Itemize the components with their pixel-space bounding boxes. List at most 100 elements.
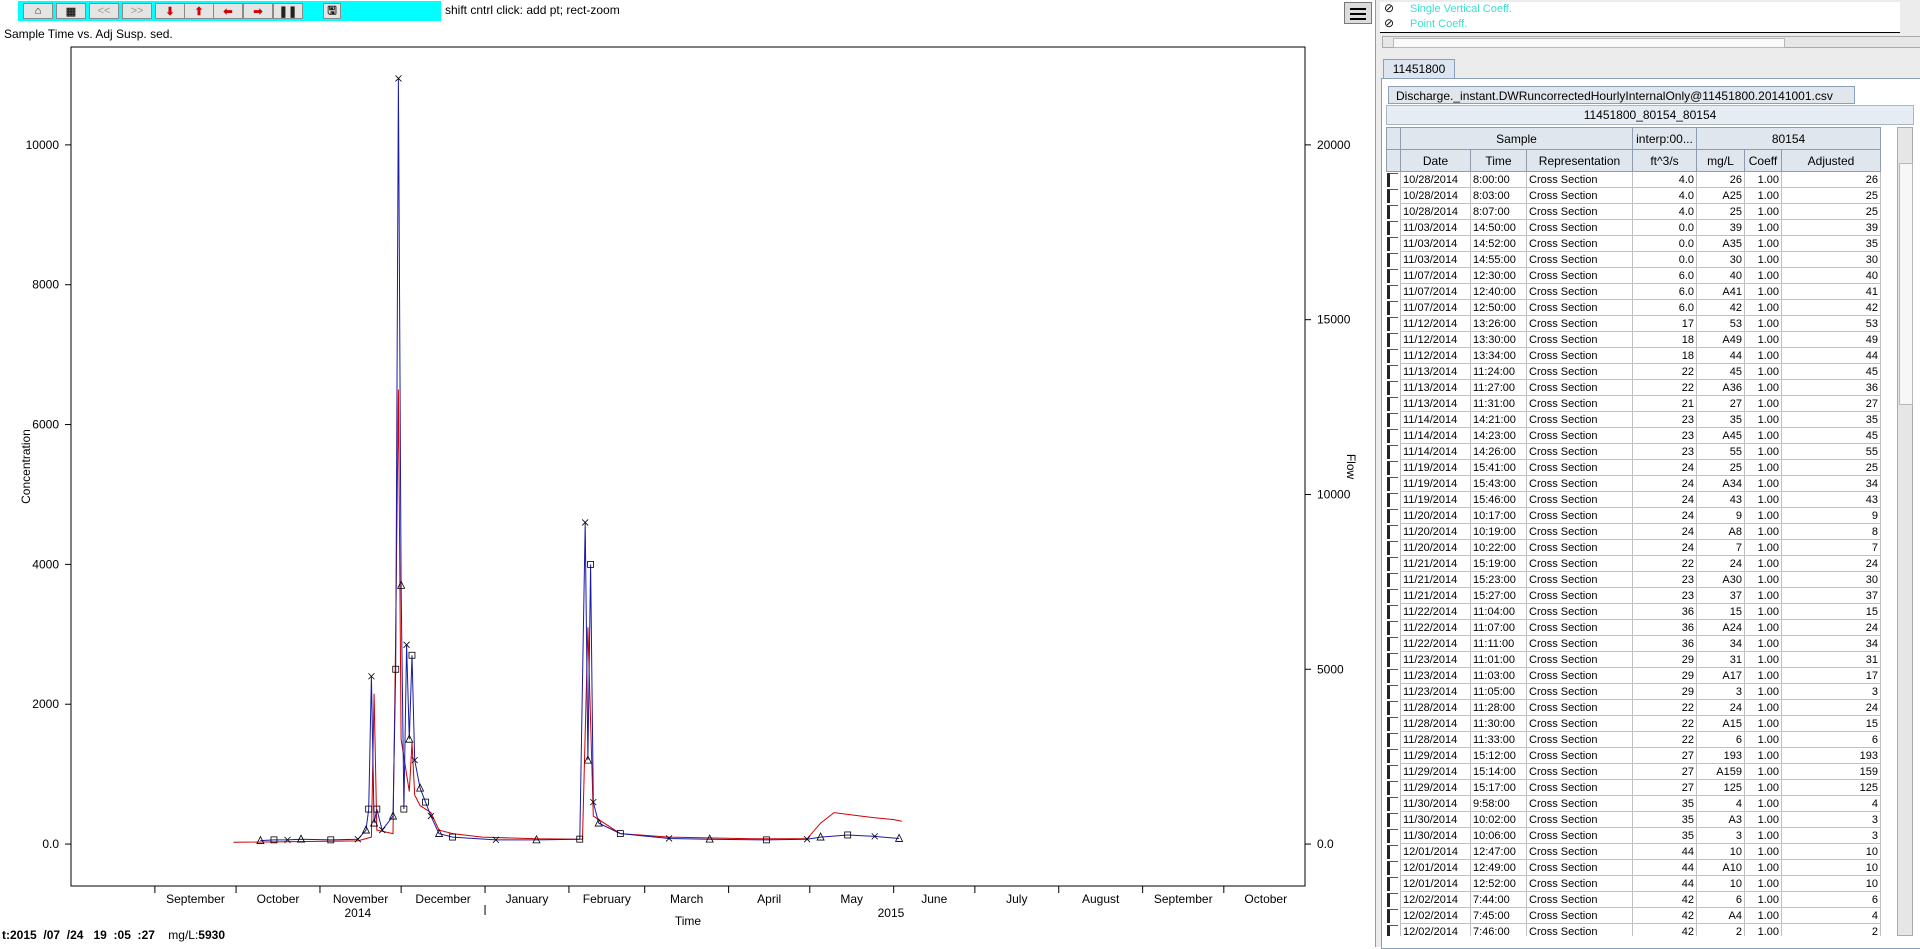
- cell-adjusted[interactable]: 15: [1781, 603, 1881, 620]
- cell-time[interactable]: 11:07:00: [1470, 619, 1527, 636]
- cell-flow[interactable]: 27: [1632, 747, 1697, 764]
- cell-representation[interactable]: Cross Section: [1526, 219, 1633, 236]
- cell-mgl[interactable]: A17: [1696, 667, 1745, 684]
- cell-date[interactable]: 11/13/2014: [1400, 363, 1471, 380]
- cell-date[interactable]: 11/19/2014: [1400, 491, 1471, 508]
- row-header[interactable]: [1386, 555, 1401, 572]
- cell-time[interactable]: 12:49:00: [1470, 859, 1527, 876]
- cell-time[interactable]: 8:03:00: [1470, 187, 1527, 204]
- cell-time[interactable]: 11:04:00: [1470, 603, 1527, 620]
- cell-adjusted[interactable]: 24: [1781, 619, 1881, 636]
- cell-mgl[interactable]: 55: [1696, 443, 1745, 460]
- cell-mgl[interactable]: 6: [1696, 891, 1745, 908]
- cell-time[interactable]: 15:43:00: [1470, 475, 1527, 492]
- tab-data-file[interactable]: Discharge._instant.DWRuncorrectedHourlyI…: [1388, 86, 1855, 104]
- row-header[interactable]: [1386, 331, 1401, 348]
- cell-time[interactable]: 13:30:00: [1470, 331, 1527, 348]
- row-header[interactable]: [1386, 731, 1401, 748]
- table-row[interactable]: 12/02/2014 7:44:00 Cross Section 42 6 1.00 6: [1386, 891, 1881, 908]
- row-header[interactable]: [1386, 907, 1401, 924]
- cell-flow[interactable]: 4.0: [1632, 171, 1697, 188]
- cell-flow[interactable]: 21: [1632, 395, 1697, 412]
- cell-representation[interactable]: Cross Section: [1526, 251, 1633, 268]
- cell-coeff[interactable]: 1.00: [1744, 171, 1782, 188]
- cell-time[interactable]: 11:03:00: [1470, 667, 1527, 684]
- cell-time[interactable]: 10:19:00: [1470, 523, 1527, 540]
- cell-time[interactable]: 11:33:00: [1470, 731, 1527, 748]
- cell-flow[interactable]: 6.0: [1632, 283, 1697, 300]
- cell-date[interactable]: 11/14/2014: [1400, 411, 1471, 428]
- col-header-date[interactable]: Date: [1400, 149, 1471, 172]
- cell-time[interactable]: 12:30:00: [1470, 267, 1527, 284]
- cell-flow[interactable]: 29: [1632, 651, 1697, 668]
- cell-mgl[interactable]: 10: [1696, 843, 1745, 860]
- cell-date[interactable]: 12/02/2014: [1400, 891, 1471, 908]
- row-header[interactable]: [1386, 507, 1401, 524]
- table-row[interactable]: 11/23/2014 11:03:00 Cross Section 29 A17 1.00…: [1386, 667, 1881, 684]
- cell-time[interactable]: 13:34:00: [1470, 347, 1527, 364]
- cell-representation[interactable]: Cross Section: [1526, 843, 1633, 860]
- row-header[interactable]: [1386, 763, 1401, 780]
- cell-coeff[interactable]: 1.00: [1744, 427, 1782, 444]
- vertical-scrollbar[interactable]: [1897, 127, 1913, 936]
- cell-representation[interactable]: Cross Section: [1526, 283, 1633, 300]
- cell-representation[interactable]: Cross Section: [1526, 875, 1633, 892]
- cell-representation[interactable]: Cross Section: [1526, 395, 1633, 412]
- table-row[interactable]: 11/07/2014 12:40:00 Cross Section 6.0 A41 1.0…: [1386, 283, 1881, 300]
- cell-coeff[interactable]: 1.00: [1744, 507, 1782, 524]
- cell-coeff[interactable]: 1.00: [1744, 923, 1782, 936]
- cell-flow[interactable]: 17: [1632, 315, 1697, 332]
- table-row[interactable]: 11/30/2014 10:02:00 Cross Section 35 A3 1.00 3: [1386, 811, 1881, 828]
- cell-date[interactable]: 11/21/2014: [1400, 555, 1471, 572]
- cell-date[interactable]: 11/07/2014: [1400, 267, 1471, 284]
- table-row[interactable]: 11/14/2014 14:21:00 Cross Section 23 35 1.00 3…: [1386, 411, 1881, 428]
- cell-adjusted[interactable]: 55: [1781, 443, 1881, 460]
- cell-coeff[interactable]: 1.00: [1744, 187, 1782, 204]
- cell-mgl[interactable]: 35: [1696, 411, 1745, 428]
- cell-adjusted[interactable]: 15: [1781, 715, 1881, 732]
- row-header[interactable]: [1386, 811, 1401, 828]
- cell-time[interactable]: 15:23:00: [1470, 571, 1527, 588]
- table-row[interactable]: 11/20/2014 10:17:00 Cross Section 24 9 1.00 9: [1386, 507, 1881, 524]
- cell-coeff[interactable]: 1.00: [1744, 875, 1782, 892]
- cell-mgl[interactable]: A36: [1696, 379, 1745, 396]
- cell-mgl[interactable]: 26: [1696, 171, 1745, 188]
- row-header[interactable]: [1386, 203, 1401, 220]
- cell-adjusted[interactable]: 17: [1781, 667, 1881, 684]
- cell-representation[interactable]: Cross Section: [1526, 235, 1633, 252]
- cell-coeff[interactable]: 1.00: [1744, 635, 1782, 652]
- time-series-plot[interactable]: 0.0 2000 4000 6000 8000 10000 0.0 5000 10000 1500…: [0, 40, 1370, 926]
- col-header-flow[interactable]: ft^3/s: [1632, 149, 1697, 172]
- row-header[interactable]: [1386, 395, 1401, 412]
- cell-representation[interactable]: Cross Section: [1526, 827, 1633, 844]
- cell-mgl[interactable]: 42: [1696, 299, 1745, 316]
- table-row[interactable]: 11/22/2014 11:07:00 Cross Section 36 A24 1.00…: [1386, 619, 1881, 636]
- cell-date[interactable]: 10/28/2014: [1400, 187, 1471, 204]
- cell-coeff[interactable]: 1.00: [1744, 731, 1782, 748]
- cell-flow[interactable]: 24: [1632, 539, 1697, 556]
- cell-mgl[interactable]: 2: [1696, 923, 1745, 936]
- cell-representation[interactable]: Cross Section: [1526, 363, 1633, 380]
- cell-coeff[interactable]: 1.00: [1744, 203, 1782, 220]
- row-header[interactable]: [1386, 475, 1401, 492]
- cell-representation[interactable]: Cross Section: [1526, 779, 1633, 796]
- row-header[interactable]: [1386, 715, 1401, 732]
- cell-mgl[interactable]: 39: [1696, 219, 1745, 236]
- cell-date[interactable]: 11/12/2014: [1400, 315, 1471, 332]
- cell-time[interactable]: 11:01:00: [1470, 651, 1527, 668]
- pause-icon[interactable]: ❚❚: [273, 3, 303, 19]
- table-row[interactable]: 12/02/2014 7:46:00 Cross Section 42 2 1.00 2: [1386, 923, 1881, 936]
- table-row[interactable]: 11/22/2014 11:04:00 Cross Section 36 15 1.00 1…: [1386, 603, 1881, 620]
- cell-mgl[interactable]: A41: [1696, 283, 1745, 300]
- visibility-toggle-icon[interactable]: ⊘: [1383, 16, 1395, 30]
- cell-adjusted[interactable]: 159: [1781, 763, 1881, 780]
- row-header[interactable]: [1386, 795, 1401, 812]
- table-row[interactable]: 10/28/2014 8:07:00 Cross Section 4.0 25 1.00 2…: [1386, 203, 1881, 220]
- cell-date[interactable]: 11/30/2014: [1400, 827, 1471, 844]
- table-row[interactable]: 11/03/2014 14:55:00 Cross Section 0.0 30 1.00…: [1386, 251, 1881, 268]
- cell-coeff[interactable]: 1.00: [1744, 539, 1782, 556]
- cell-adjusted[interactable]: 3: [1781, 811, 1881, 828]
- cell-coeff[interactable]: 1.00: [1744, 299, 1782, 316]
- cell-representation[interactable]: Cross Section: [1526, 475, 1633, 492]
- table-row[interactable]: 11/29/2014 15:14:00 Cross Section 27 A159 1.0…: [1386, 763, 1881, 780]
